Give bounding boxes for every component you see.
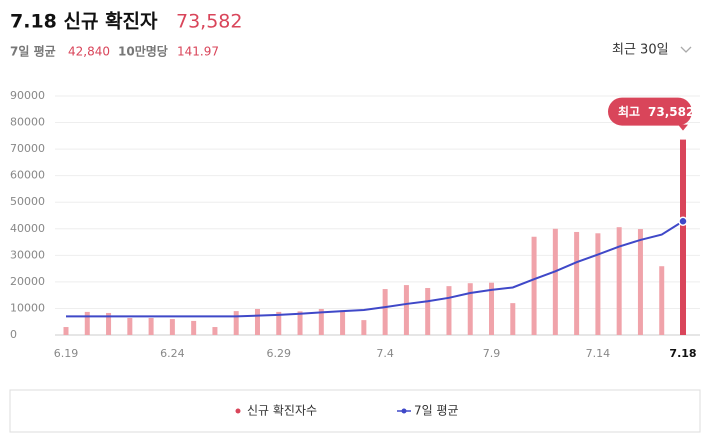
bar	[425, 287, 431, 335]
x-tick-label: 6.24	[160, 347, 185, 360]
bar	[254, 308, 260, 335]
legend-label: 7일 평균	[414, 404, 459, 418]
x-tick-label: 7.4	[376, 347, 394, 360]
bar	[106, 312, 112, 335]
range[interactable]: 최근 30일	[612, 43, 669, 58]
bar	[637, 229, 643, 335]
y-tick-label: 90000	[10, 89, 45, 102]
bar	[212, 327, 218, 335]
avg: 42,840	[68, 45, 110, 59]
bar	[318, 308, 324, 335]
bar	[616, 227, 622, 335]
legend-box	[9, 389, 701, 433]
bar	[63, 327, 69, 335]
bar	[467, 283, 473, 335]
y-tick-label: 20000	[10, 275, 45, 288]
y-tick-label: 10000	[10, 301, 45, 314]
tooltip-pointer	[678, 124, 688, 131]
bar	[659, 266, 665, 335]
bar	[340, 310, 346, 335]
avg-point	[678, 216, 688, 226]
bar	[233, 311, 239, 335]
bar	[276, 311, 282, 335]
title: 7.18 신규 확진자	[10, 10, 158, 33]
y-tick-label: 50000	[10, 195, 45, 208]
bar	[361, 320, 367, 335]
y-tick-label: 60000	[10, 169, 45, 182]
tooltip-label: 최고	[618, 104, 640, 119]
x-tick-label: 7.18	[669, 347, 696, 360]
y-tick-label: 30000	[10, 248, 45, 261]
bar	[148, 318, 154, 335]
avg-label: 7일 평균	[10, 45, 56, 59]
bar	[510, 303, 516, 335]
y-tick-label: 80000	[10, 116, 45, 129]
bar	[552, 228, 558, 335]
y-tick-label: 0	[10, 328, 17, 341]
bar	[680, 139, 686, 335]
bar	[169, 319, 175, 335]
bar	[297, 311, 303, 335]
x-tick-label: 7.9	[483, 347, 501, 360]
range-dropdown[interactable]: 최근 30일	[612, 43, 692, 58]
bar	[595, 233, 601, 335]
legend-marker	[235, 408, 241, 414]
tooltip-value: 73,582	[648, 105, 694, 119]
bar	[574, 231, 580, 335]
bar	[531, 236, 537, 335]
bar	[84, 311, 90, 335]
legend-label: 신규 확진자수	[247, 404, 317, 418]
bar	[446, 286, 452, 335]
y-tick-label: 40000	[10, 222, 45, 235]
x-tick-label: 6.19	[54, 347, 79, 360]
bar	[382, 289, 388, 335]
y-tick-label: 70000	[10, 142, 45, 155]
bar	[127, 318, 133, 335]
count: 73,582	[176, 11, 242, 33]
max-tooltip: 최고 73,582	[608, 97, 694, 131]
tooltip-box	[608, 97, 692, 126]
bar	[403, 285, 409, 335]
legend-marker	[401, 408, 407, 414]
chevron[interactable]	[680, 46, 692, 53]
bar	[191, 320, 197, 335]
bar	[489, 282, 495, 335]
x-tick-label: 6.29	[267, 347, 292, 360]
avg-line	[66, 220, 684, 318]
per: 141.97	[177, 45, 219, 59]
per-label: 10만명당	[118, 44, 168, 59]
x-tick-label: 7.14	[586, 347, 611, 360]
